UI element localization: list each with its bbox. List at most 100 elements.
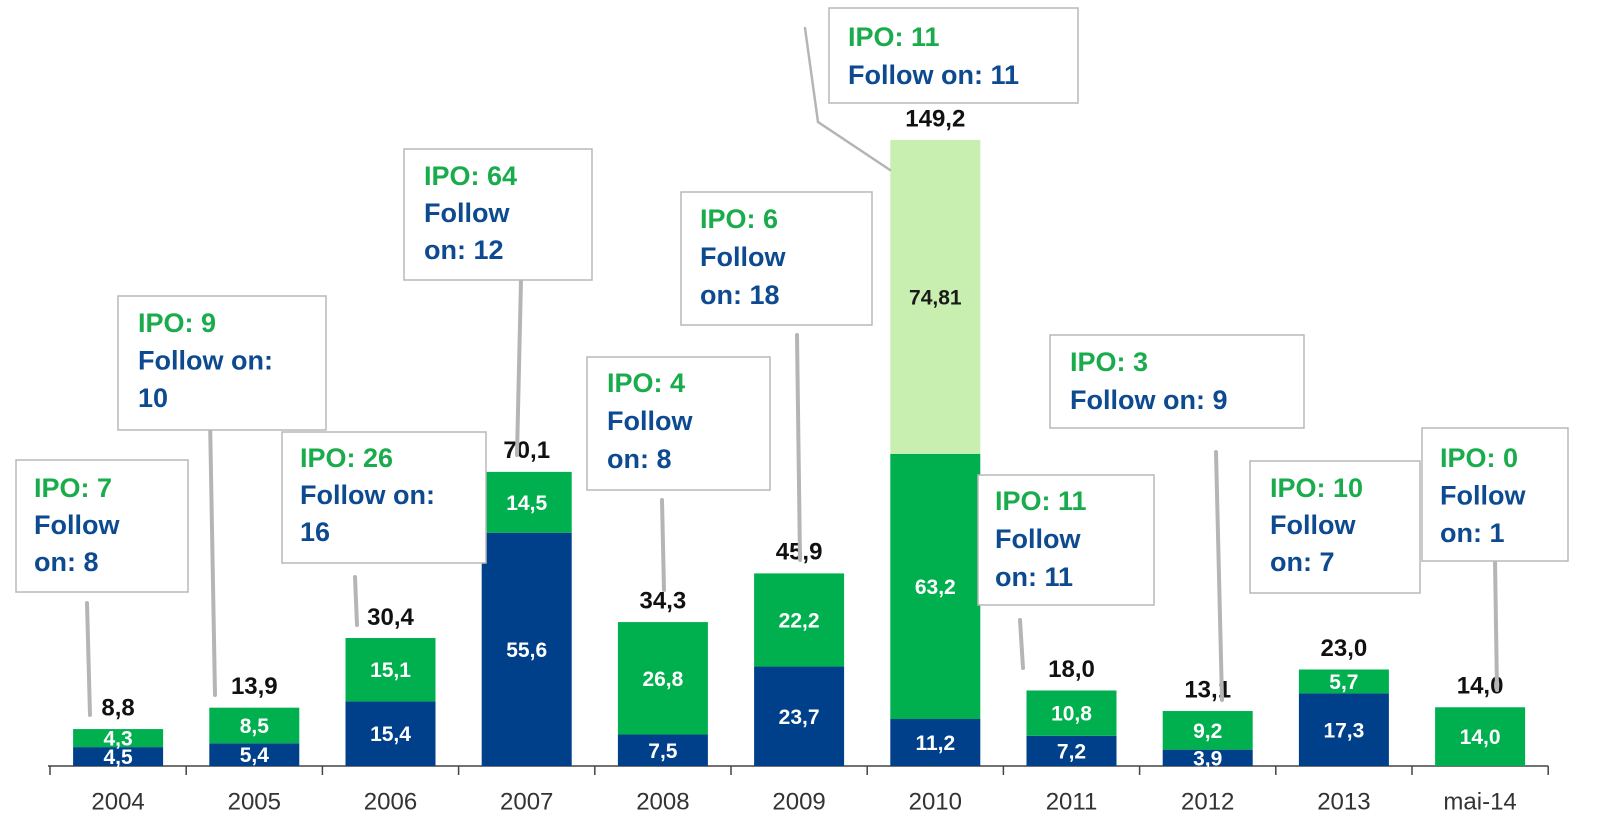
bar-segment xyxy=(481,471,572,533)
data-label: 4,3 xyxy=(103,728,132,751)
callout-text: on: 11 xyxy=(995,562,1073,592)
leader-line xyxy=(1018,618,1025,670)
leader-line xyxy=(1493,558,1499,692)
callout-text: Follow on: 9 xyxy=(1070,385,1227,415)
x-tick-label: 2011 xyxy=(1046,788,1098,815)
callout-text: IPO: 4 xyxy=(607,368,685,398)
callout-text: IPO: 11 xyxy=(848,22,940,52)
callout-text: on: 18 xyxy=(700,280,780,310)
callout-text: on: 12 xyxy=(424,235,504,265)
callout-text: Follow xyxy=(607,406,693,436)
leader-line xyxy=(795,333,802,562)
callout-text: Follow on: 11 xyxy=(848,60,1019,90)
data-label: 14,0 xyxy=(1460,726,1501,749)
data-label: 3,9 xyxy=(1193,747,1222,770)
callout-text: 10 xyxy=(138,383,168,413)
bar-segment xyxy=(345,638,436,702)
data-label: 5,7 xyxy=(1329,671,1358,694)
data-label: 15,4 xyxy=(370,723,411,746)
x-tick-label: 2010 xyxy=(909,788,962,815)
data-label: 74,81 xyxy=(909,286,962,309)
leader-line xyxy=(660,498,666,592)
bar-segment xyxy=(754,573,845,667)
callout-text: Follow xyxy=(34,510,120,540)
callout-text: IPO: 0 xyxy=(1440,443,1518,473)
x-tick-label: 2007 xyxy=(500,788,553,815)
data-label: 7,5 xyxy=(648,740,678,763)
callout-box xyxy=(1421,427,1569,562)
bar-segment xyxy=(209,707,300,744)
bar-segment xyxy=(1298,669,1389,694)
total-label: 18,0 xyxy=(1048,656,1095,683)
bar-segment xyxy=(1026,735,1117,766)
data-label: 63,2 xyxy=(915,576,956,599)
callout-text: Follow xyxy=(1270,510,1356,540)
data-label: 10,8 xyxy=(1051,703,1092,726)
leader-line xyxy=(353,575,359,627)
total-label: 70,1 xyxy=(503,437,550,464)
total-label: 23,0 xyxy=(1321,635,1368,662)
callout-text: IPO: 64 xyxy=(424,161,517,191)
leader-line xyxy=(1214,450,1224,702)
bar-segment xyxy=(1162,749,1253,766)
callout-box xyxy=(281,431,487,564)
x-tick-label: 2012 xyxy=(1181,788,1234,815)
callout-text: 16 xyxy=(300,517,330,547)
callout-text: on: 8 xyxy=(34,547,99,577)
leader-line xyxy=(803,26,892,172)
leader-line xyxy=(208,416,217,697)
bar-segment xyxy=(209,743,300,766)
data-label: 55,6 xyxy=(506,639,547,662)
callout-box xyxy=(586,356,771,491)
x-tick-label: 2009 xyxy=(772,788,825,815)
bar-segment xyxy=(481,532,572,766)
leader-line xyxy=(515,278,523,457)
bar-segment xyxy=(1162,711,1253,750)
bar-segment xyxy=(345,701,436,766)
callout-text: IPO: 7 xyxy=(34,473,112,503)
bar-segment xyxy=(890,719,981,766)
total-label: 13,1 xyxy=(1184,676,1231,703)
total-label: 8,8 xyxy=(101,694,134,721)
total-label: 34,3 xyxy=(640,587,687,614)
data-label: 26,8 xyxy=(642,668,683,691)
bar-segment xyxy=(617,622,708,735)
callout-text: on: 7 xyxy=(1270,547,1335,577)
callout-text: IPO: 9 xyxy=(138,308,216,338)
leader-line xyxy=(85,601,92,717)
data-label: 17,3 xyxy=(1323,719,1364,742)
data-label: 5,4 xyxy=(240,744,270,767)
data-label: 23,7 xyxy=(779,706,820,729)
data-label: 4,5 xyxy=(103,746,133,769)
callout-box xyxy=(1249,460,1421,594)
data-label: 7,2 xyxy=(1057,740,1086,763)
callout-box xyxy=(1049,334,1305,429)
x-tick-label: 2013 xyxy=(1317,788,1370,815)
callout-text: Follow xyxy=(424,198,510,228)
callout-box xyxy=(828,7,1079,104)
callout-text: on: 1 xyxy=(1440,518,1505,548)
bar-segment xyxy=(617,734,708,766)
bar-segment xyxy=(754,666,845,766)
bar-segment xyxy=(1298,693,1389,766)
callout-text: Follow on: xyxy=(300,480,435,510)
callout-box xyxy=(117,295,327,431)
data-label: 11,2 xyxy=(915,732,955,755)
total-label: 149,2 xyxy=(905,105,965,132)
total-label: 13,9 xyxy=(231,673,278,700)
callout-box xyxy=(15,459,189,593)
bar-segment xyxy=(73,729,164,748)
callout-text: IPO: 10 xyxy=(1270,473,1363,503)
callout-text: Follow xyxy=(995,524,1081,554)
callout-text: IPO: 26 xyxy=(300,443,393,473)
bar-segment xyxy=(1026,690,1117,736)
x-tick-label: mai-14 xyxy=(1443,788,1516,815)
data-label: 15,1 xyxy=(370,659,411,682)
data-label: 8,5 xyxy=(240,715,270,738)
x-tick-label: 2004 xyxy=(91,788,144,815)
callout-box xyxy=(977,474,1155,606)
callout-text: Follow xyxy=(700,242,786,272)
callout-text: IPO: 3 xyxy=(1070,347,1148,377)
callout-box xyxy=(680,191,873,326)
callout-text: Follow xyxy=(1440,481,1526,511)
